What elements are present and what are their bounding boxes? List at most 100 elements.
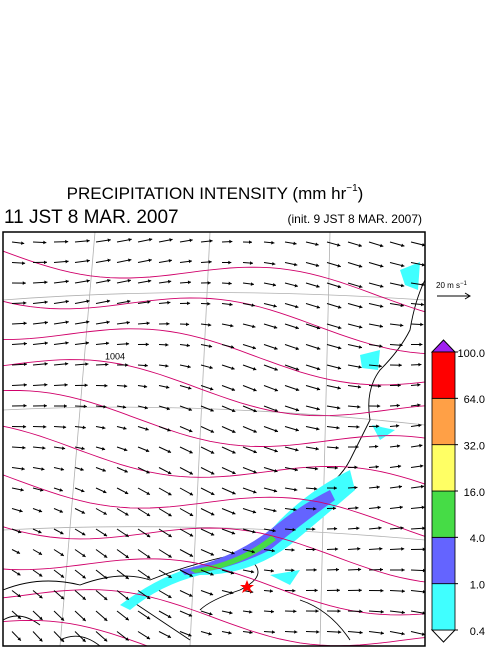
wind-arrow-head <box>39 638 43 642</box>
wind-arrow-head <box>126 320 130 325</box>
wind-arrow-head <box>209 592 214 596</box>
wind-arrow-head <box>127 299 131 304</box>
map-frame <box>2 231 426 647</box>
wind-arrow-head <box>187 301 191 306</box>
wind-arrow-head <box>379 567 384 572</box>
wind-arrow-head <box>168 533 172 537</box>
wind-arrow-head <box>168 554 172 558</box>
wind-arrow-head <box>253 408 257 413</box>
wind-arrow-head <box>335 445 339 450</box>
wind-arrow-head <box>210 408 214 412</box>
wind-arrow-head <box>270 568 274 573</box>
wind-arrow-head <box>315 446 319 451</box>
wind-arrow-head <box>293 507 297 512</box>
wind-arrow-head <box>63 404 67 408</box>
wind-arrow-head <box>358 243 362 248</box>
wind-arrow-head <box>42 446 46 450</box>
wind-arrow-head <box>252 324 256 329</box>
wind-arrow-head <box>167 470 172 475</box>
wind-arrow-head <box>39 594 43 599</box>
isobar <box>3 328 425 386</box>
wind-arrow-head <box>295 387 300 392</box>
wind-arrow-head <box>253 470 257 474</box>
wind-arrow-head <box>358 264 363 268</box>
wind-arrow-head <box>377 384 382 388</box>
wind-scale-arrow <box>437 292 471 300</box>
wind-arrow-head <box>401 610 405 615</box>
wind-arrow-head <box>38 509 43 513</box>
wind-arrow-head <box>39 616 43 620</box>
colorbar-segment <box>431 444 456 492</box>
wind-arrow-head <box>208 260 212 264</box>
wind-arrow-head <box>189 450 193 454</box>
wind-arrow-head <box>336 406 341 410</box>
wind-arrow-head <box>418 423 422 428</box>
wind-arrow-head <box>314 466 319 471</box>
wind-arrow-head <box>146 533 151 538</box>
wind-arrow-head <box>210 552 214 556</box>
wind-arrow-head <box>376 424 380 429</box>
wind-arrow-head <box>128 238 132 242</box>
wind-arrow-head <box>146 595 151 599</box>
wind-arrow-head <box>253 490 257 494</box>
wind-arrow-head <box>228 631 232 635</box>
wind-arrow-head <box>272 283 277 287</box>
wind-arrow-head <box>228 281 232 286</box>
wind-arrow-head <box>378 526 382 530</box>
wind-arrow-head <box>337 284 342 289</box>
wind-arrow-head <box>44 280 48 285</box>
wind-arrow-head <box>273 488 278 493</box>
colorbar-over <box>430 339 457 353</box>
wind-arrow-head <box>249 261 254 265</box>
wind-arrow-head <box>146 321 150 326</box>
wind-arrow-head <box>272 528 276 533</box>
wind-arrow-head <box>253 388 257 392</box>
wind-arrow-head <box>85 341 89 345</box>
wind-arrow-head <box>398 363 402 368</box>
wind-arrow-head <box>167 614 172 618</box>
wind-arrow-head <box>417 383 421 387</box>
wind-arrow-head <box>106 299 111 304</box>
wind-arrow-head <box>420 322 424 327</box>
wind-arrow-head <box>379 304 384 308</box>
wind-arrow-head <box>187 364 191 369</box>
isobar <box>3 474 425 537</box>
colorbar-label: 4.0 <box>470 533 485 545</box>
wind-arrow-head <box>102 489 107 494</box>
colorbar-segment <box>431 397 456 446</box>
wind-arrow-head <box>65 239 69 244</box>
wind-arrow-head <box>379 546 383 551</box>
wind-arrow-head <box>102 468 106 472</box>
wind-arrow-head <box>188 386 192 390</box>
wind-arrow-head <box>188 407 192 411</box>
wind-arrow-head <box>421 282 425 287</box>
wind-arrow-head <box>125 512 129 516</box>
wind-arrow-head <box>230 323 234 328</box>
wind-arrow-head <box>274 367 278 371</box>
wind-arrow-head <box>167 449 172 453</box>
wind-arrow-head <box>271 240 275 245</box>
wind-arrow-head <box>400 323 404 328</box>
wind-arrow-head <box>189 573 193 577</box>
wind-arrow-head <box>210 471 215 475</box>
wind-arrow-head <box>23 341 27 346</box>
wind-arrow-head <box>316 630 320 634</box>
wind-arrow-head <box>103 532 108 537</box>
wind-arrow-head <box>86 239 90 243</box>
wind-arrow-head <box>81 532 86 536</box>
wind-arrow-head <box>420 484 425 489</box>
wind-arrow-head <box>337 305 342 309</box>
wind-arrow-head <box>59 509 63 513</box>
wind-arrow-head <box>401 547 405 551</box>
wind-arrow-head <box>397 383 401 388</box>
wind-arrow-head <box>210 512 215 516</box>
wind-arrow-head <box>316 346 321 350</box>
colorbar-label: 16.0 <box>464 487 485 499</box>
wind-arrow-head <box>23 403 27 408</box>
wind-arrow-head <box>86 259 90 263</box>
wind-arrow-head <box>337 264 341 268</box>
wind-arrow-head <box>82 638 86 642</box>
wind-arrow-head <box>23 383 27 387</box>
wind-arrow-head <box>250 282 254 286</box>
